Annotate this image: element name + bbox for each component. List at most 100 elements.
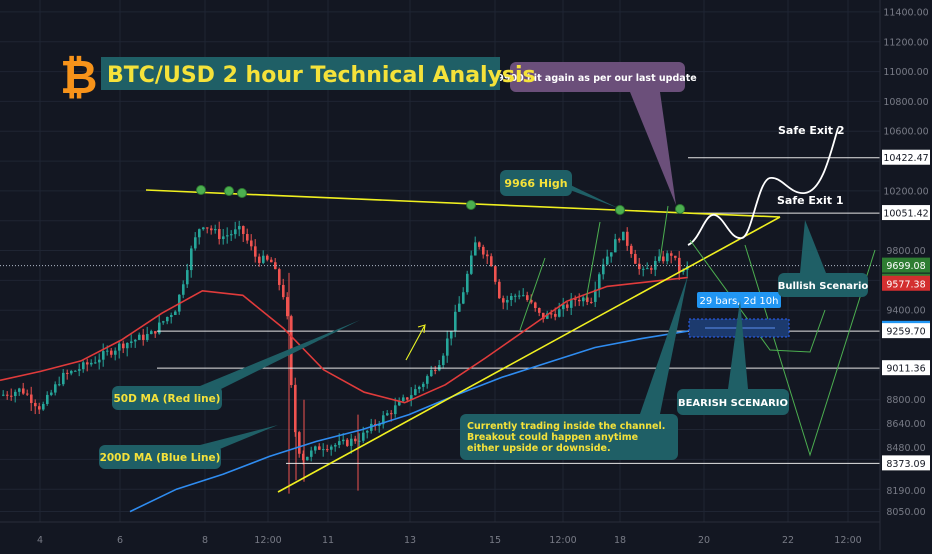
candle-body [126, 342, 129, 349]
callout-ma200 [99, 445, 221, 469]
upper-trendline [145, 189, 781, 218]
candle-body [298, 432, 301, 454]
candle-body [302, 453, 305, 461]
touch-point-marker [196, 185, 206, 195]
candle-body [402, 397, 405, 402]
y-tick-label: 8800.00 [886, 395, 925, 406]
candle-body [2, 394, 5, 396]
candle-body [334, 444, 337, 447]
candle-body [70, 370, 73, 374]
candle-body [542, 312, 545, 319]
y-tick-label: 10200.00 [883, 186, 928, 197]
candle-body [34, 402, 37, 407]
candle-body [634, 253, 637, 264]
callout-ma50-text: 50D MA (Red line) [114, 393, 221, 405]
candle-body [274, 262, 277, 270]
candle-body [538, 308, 541, 313]
candle-body [426, 376, 429, 384]
candle-body [390, 413, 393, 415]
candle-body [630, 245, 633, 254]
candle-body [454, 311, 457, 332]
candle-body [98, 359, 101, 363]
candle-body [330, 446, 333, 450]
candle-body [490, 256, 493, 267]
candle-body [578, 299, 581, 302]
candle-body [458, 303, 461, 312]
callouts: 9900 hit again as per our last update 996… [99, 62, 868, 469]
x-axis: 4 6 8 12:00 11 13 15 12:00 18 20 22 12:00 [0, 521, 880, 546]
price-tag-label: 9577.38 [886, 279, 925, 290]
candle-body [594, 289, 597, 302]
candle-body [386, 413, 389, 416]
candle-body [10, 395, 13, 397]
touch-point-marker [466, 200, 476, 210]
candle-body [406, 397, 409, 400]
candle-body [678, 257, 681, 272]
level-tag [882, 149, 930, 165]
price-tag-label: 9699.08 [886, 261, 925, 272]
candle-body [174, 311, 177, 316]
callout-ma200-text: 200D MA (Blue Line) [100, 452, 221, 464]
candle-body [310, 450, 313, 457]
touch-point-marker [224, 186, 234, 196]
arrow-line [519, 257, 546, 331]
candle-body [18, 388, 21, 392]
candle-body [410, 395, 413, 400]
ma200-line [129, 330, 689, 513]
candle-body [398, 401, 401, 406]
candle-body [14, 391, 17, 397]
x-tick-label: 8 [202, 535, 208, 546]
y-tick-label: 8190.00 [886, 486, 925, 497]
x-tick-label: 22 [782, 535, 794, 546]
candle-body [114, 350, 117, 355]
candle-body [430, 369, 433, 377]
moving-averages [0, 276, 689, 513]
callout-channel-text: Breakout could happen anytime [467, 432, 638, 443]
safe-exit-1-label: Safe Exit 1 [777, 194, 844, 207]
price-tag [882, 275, 930, 291]
candle-body [54, 384, 57, 393]
candle-body [226, 235, 229, 237]
candle-body [470, 255, 473, 274]
level-tag-label: 10422.47 [883, 153, 928, 164]
candle-body [606, 256, 609, 265]
candle-body [358, 440, 361, 442]
callout-bearish [677, 389, 789, 415]
callout-ma200-pointer [200, 425, 278, 451]
candle-body [658, 256, 661, 261]
candle-body [362, 432, 365, 441]
candle-body [234, 229, 237, 235]
level-tag [882, 360, 930, 376]
candle-body [586, 297, 589, 302]
candle-body [282, 284, 285, 298]
price-tag [882, 257, 930, 273]
candle-body [238, 226, 241, 230]
page-title: BTC/USD 2 hour Technical Analysis [107, 63, 536, 88]
y-axis: 11400.00 11200.00 11000.00 10800.00 10600.00… [879, 0, 932, 550]
candle-body [246, 233, 249, 241]
candle-body [482, 246, 485, 255]
candle-body [342, 439, 345, 442]
candle-body [638, 263, 641, 270]
candle-body [78, 369, 81, 371]
candle-body [642, 268, 645, 270]
candle-body [582, 297, 585, 302]
y-tick-label: 11400.00 [883, 7, 928, 18]
level-tag [882, 323, 930, 339]
candle-body [662, 256, 665, 262]
candle-body [138, 334, 141, 340]
y-tick-label: 8050.00 [886, 507, 925, 518]
candle-body [434, 369, 437, 371]
candle-body [158, 322, 161, 334]
candle-body [210, 228, 213, 231]
candle-body [394, 405, 397, 415]
bearish-path [744, 244, 876, 457]
candle-body [570, 298, 573, 308]
callout-9900 [510, 62, 685, 92]
candle-body [154, 331, 157, 334]
candle-body [610, 252, 613, 257]
candle-body [566, 304, 569, 308]
candle-body [218, 229, 221, 240]
candle-body [474, 242, 477, 256]
